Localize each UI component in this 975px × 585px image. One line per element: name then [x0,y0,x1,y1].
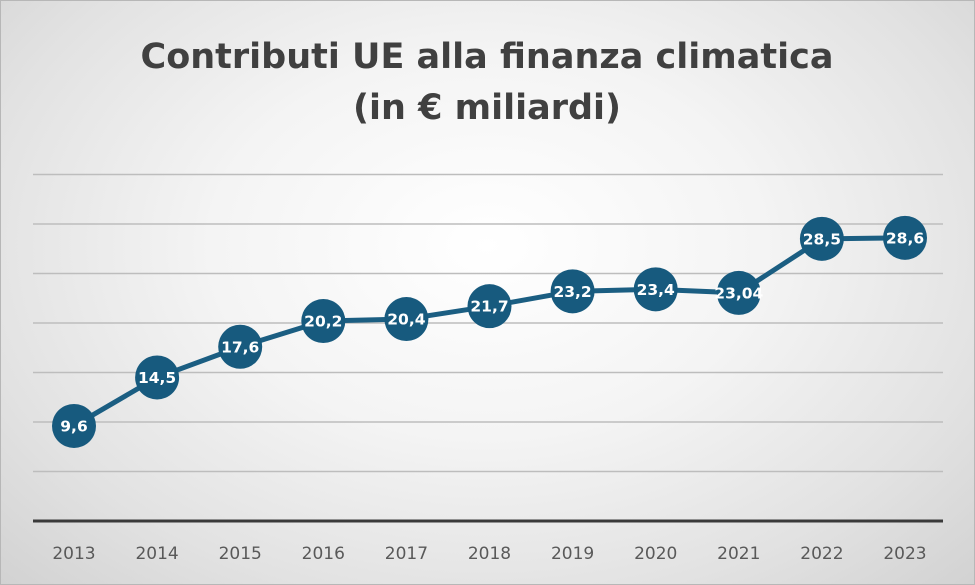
data-point: 28,6 [883,215,927,260]
data-point: 20,4 [384,297,429,342]
x-tick-label: 2021 [717,544,760,564]
x-tick-label: 2014 [135,544,178,564]
x-tick-label: 2020 [634,544,677,564]
data-markers: 9,6 14,5 17,6 20,2 20,4 21,7 23,2 23,4 23,04 28,5… [52,215,927,448]
x-tick-label: 2017 [385,544,428,564]
data-marker [301,299,346,344]
data-marker [550,269,595,314]
data-label: 23,4 [637,281,675,299]
data-label: 23,04 [714,284,763,302]
data-marker [384,297,429,342]
x-tick-label: 2016 [302,544,345,564]
data-point: 23,4 [633,267,678,312]
data-label: 9,6 [60,417,87,435]
data-point: 21,7 [467,284,512,329]
data-point: 9,6 [52,403,96,448]
data-point: 14,5 [135,355,180,400]
gridlines [33,173,943,473]
x-tick-label: 2013 [52,544,95,564]
data-point: 23,2 [550,269,595,314]
data-label: 21,7 [470,298,508,316]
data-label: 17,6 [221,338,259,356]
data-label: 20,2 [304,313,342,331]
data-label: 14,5 [138,369,176,387]
data-marker [218,324,263,369]
x-tick-label: 2019 [551,544,594,564]
x-tick-labels: 2013 2014 2015 2016 2017 2018 2019 2020 2021 2022… [52,544,926,564]
data-point: 20,2 [301,299,346,344]
data-point: 17,6 [218,324,263,369]
data-point: 28,5 [799,216,844,261]
series-line-path [71,235,908,429]
x-tick-label: 2023 [883,544,926,564]
data-label: 28,5 [803,230,841,248]
chart-title: Contributi UE alla finanza climatica [141,37,834,77]
data-marker [467,284,512,329]
x-tick-label: 2022 [800,544,843,564]
data-marker [799,216,844,261]
series-line [71,235,908,429]
data-marker [883,215,927,260]
x-tick-label: 2015 [219,544,262,564]
data-marker [135,355,180,400]
chart-subtitle: (in € miliardi) [353,88,621,128]
x-tick-label: 2018 [468,544,511,564]
data-label: 28,6 [886,229,924,247]
data-marker [716,270,761,315]
data-point: 23,04 [714,270,764,315]
data-marker [633,267,678,312]
data-label: 23,2 [553,283,591,301]
data-label: 20,4 [387,311,425,329]
data-marker [52,403,96,448]
